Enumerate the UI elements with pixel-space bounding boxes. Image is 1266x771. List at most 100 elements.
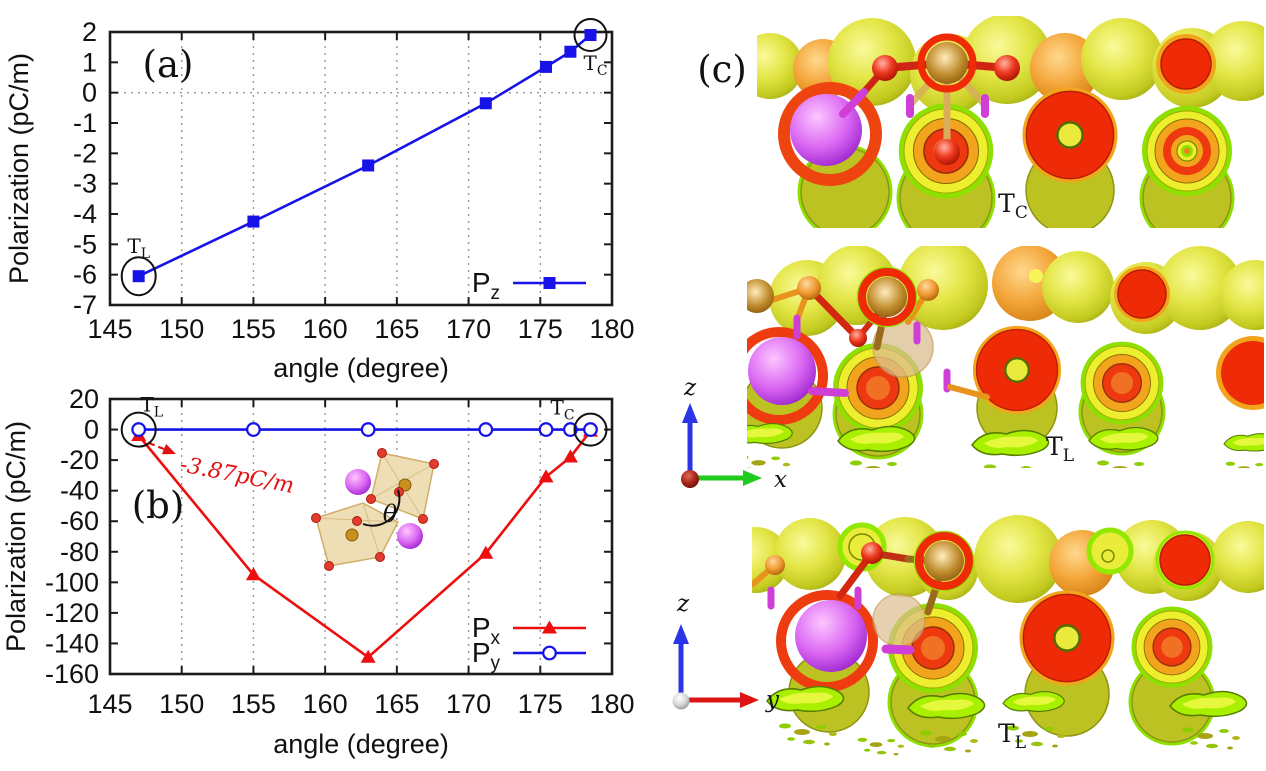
x-tick-label: 155 bbox=[231, 689, 276, 719]
x-tick-label: 160 bbox=[303, 314, 348, 344]
y-tick-label: 0 bbox=[84, 415, 99, 445]
marker-square bbox=[540, 60, 553, 73]
marker-circle bbox=[563, 422, 578, 437]
y-tick-label: -7 bbox=[73, 290, 97, 320]
oxygen-atoms bbox=[311, 448, 439, 571]
y-tick-label: -2 bbox=[73, 138, 97, 168]
y-tick-label: -140 bbox=[45, 628, 99, 658]
isosurface-view-tl-y bbox=[752, 515, 1264, 756]
x-tick-label: 155 bbox=[231, 314, 276, 344]
x-tick-label: 180 bbox=[589, 689, 634, 719]
brown-atom bbox=[924, 541, 964, 581]
orange-atom bbox=[917, 279, 939, 301]
y-tick-label: -4 bbox=[73, 199, 97, 229]
red-atom bbox=[872, 55, 898, 81]
z-axis-label: z bbox=[683, 375, 697, 401]
y-tick-label: -20 bbox=[60, 445, 99, 475]
purple-atom bbox=[748, 337, 816, 405]
annotation-text: -3.87pC/m bbox=[178, 452, 296, 499]
x-tick-label: 170 bbox=[446, 689, 491, 719]
x-tick-label: 145 bbox=[87, 689, 132, 719]
x-axis-title: angle (degree) bbox=[273, 729, 449, 759]
red-atom bbox=[934, 139, 960, 165]
marker-triangle bbox=[542, 620, 557, 634]
orange-atom bbox=[765, 555, 785, 575]
point-label: TL bbox=[140, 393, 163, 421]
x-tick-label: 160 bbox=[303, 689, 348, 719]
legend-label: Pz bbox=[472, 267, 500, 304]
x-tick-label: 150 bbox=[159, 689, 204, 719]
y-axis-label: y bbox=[765, 687, 780, 713]
marker-circle bbox=[542, 645, 557, 661]
y-tick-label: -3 bbox=[73, 169, 97, 199]
y-arrow bbox=[740, 692, 759, 708]
y-tick-label: -40 bbox=[60, 476, 99, 506]
structure-label-tc: TC bbox=[998, 189, 1028, 223]
isosurface-view-tl-x bbox=[747, 246, 1264, 468]
panel-letter-c: (c) bbox=[697, 48, 747, 91]
theta-label: θ bbox=[383, 500, 398, 528]
molecule-panel: TC bbox=[672, 16, 1264, 756]
ring-around-purple bbox=[778, 82, 882, 186]
marker-circle bbox=[246, 422, 261, 437]
y-tick-label: -160 bbox=[45, 659, 99, 689]
ring-around-brown bbox=[915, 532, 973, 590]
marker-square bbox=[479, 97, 492, 110]
structure-label-tl-y: TL bbox=[998, 719, 1026, 753]
ring-around-brown bbox=[858, 268, 916, 326]
x-tick-label: 150 bbox=[159, 314, 204, 344]
ring-around-brown bbox=[917, 33, 977, 93]
y-tick-label: 0 bbox=[82, 78, 97, 108]
x-tick-label: 145 bbox=[87, 314, 132, 344]
y-tick-label: -100 bbox=[45, 567, 99, 597]
x-tick-label: 175 bbox=[518, 314, 563, 344]
marker-triangle bbox=[360, 649, 376, 663]
orange-atom bbox=[797, 276, 821, 300]
nb-atom bbox=[345, 528, 359, 542]
marker-square bbox=[564, 45, 577, 58]
marker-circle bbox=[131, 422, 147, 437]
series-Pz bbox=[138, 34, 592, 278]
highlight-ring bbox=[573, 412, 608, 447]
axis-gizmo-zy: z y bbox=[672, 591, 780, 713]
marker-circle bbox=[478, 422, 494, 437]
y-tick-label: -80 bbox=[60, 537, 99, 567]
isosurface-view-tc bbox=[757, 16, 1264, 228]
x-tick-label: 165 bbox=[374, 689, 419, 719]
chart-panel-a: 145 150 155 160 165 170 175 180 -7-6-5-4-3-2-101… bbox=[4, 17, 635, 383]
highlight-ring bbox=[120, 256, 157, 297]
highlight-ring bbox=[573, 18, 608, 52]
y-tick-label: -6 bbox=[73, 260, 97, 290]
red-atom bbox=[849, 329, 867, 347]
y-tick-label: 20 bbox=[69, 385, 99, 414]
z-arrow bbox=[673, 624, 689, 644]
point-label: TC bbox=[583, 51, 607, 79]
purple-atom bbox=[795, 600, 867, 672]
marker-circle bbox=[583, 422, 598, 437]
x-arrow bbox=[743, 470, 762, 486]
z-arrow bbox=[682, 403, 698, 423]
x-axis-label: x bbox=[774, 467, 787, 493]
brown-atom bbox=[926, 42, 968, 84]
origin-sphere bbox=[672, 692, 690, 710]
marker-square bbox=[247, 215, 260, 228]
marker-square bbox=[132, 270, 145, 283]
plot-frame bbox=[108, 30, 614, 307]
marker-circle bbox=[538, 422, 554, 437]
structure-label-tl-x: TL bbox=[1046, 432, 1074, 466]
marker-triangle bbox=[538, 469, 554, 483]
red-atom bbox=[994, 55, 1020, 81]
green-yellow-disc bbox=[1086, 527, 1134, 575]
marker-triangle bbox=[478, 545, 494, 559]
na-atom bbox=[397, 523, 423, 549]
x-tick-label: 175 bbox=[518, 689, 563, 719]
panel-letter: (a) bbox=[143, 43, 194, 86]
ring-around-purple bbox=[747, 327, 828, 425]
legend-label: Px bbox=[472, 612, 501, 649]
y-axis-title: Polarization (pC/m) bbox=[1, 421, 31, 652]
marker-circle bbox=[360, 422, 376, 437]
marker-square bbox=[584, 29, 597, 42]
plot-frame bbox=[108, 397, 614, 676]
red-atom bbox=[861, 542, 883, 564]
